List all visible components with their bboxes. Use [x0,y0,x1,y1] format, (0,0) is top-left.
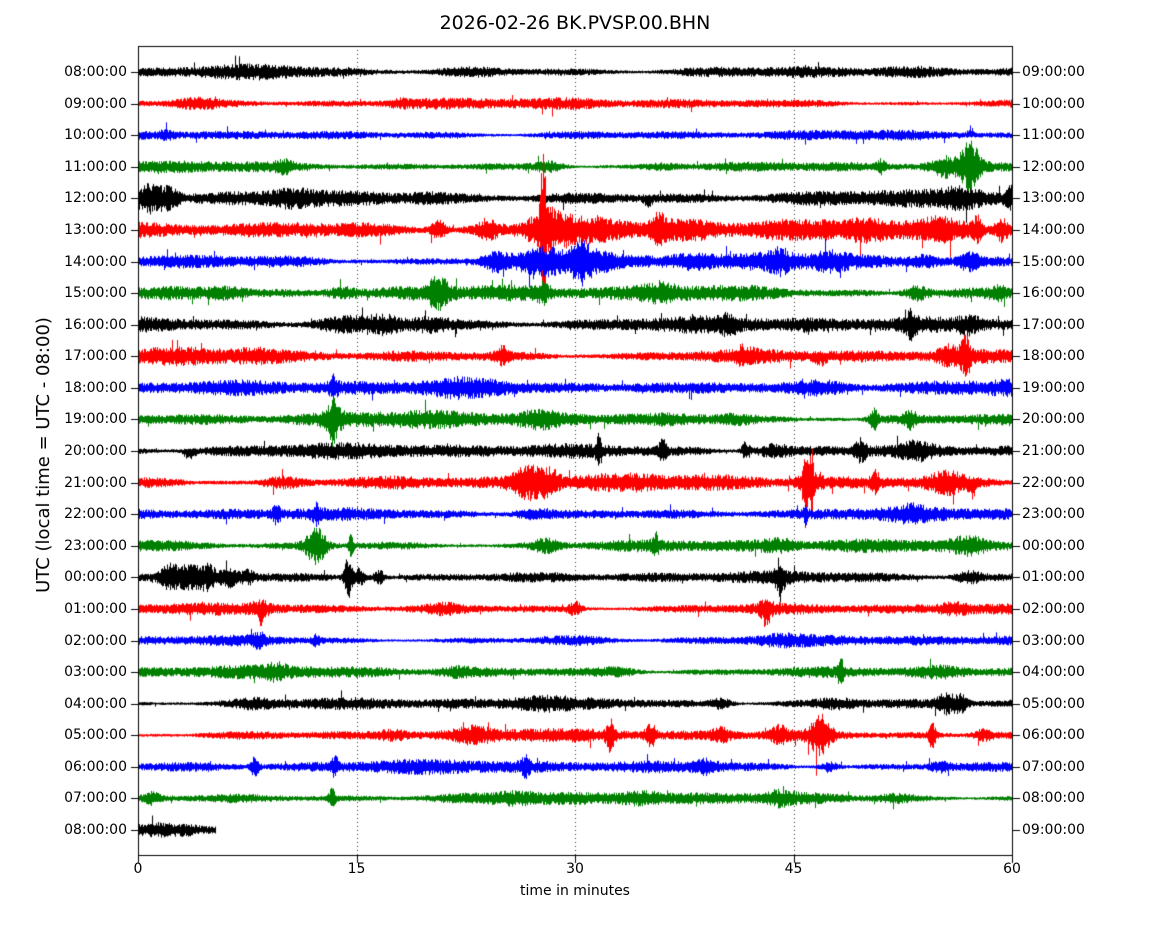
left-time-label-14: 22:00:00 [64,506,127,522]
left-time-label-23: 07:00:00 [64,790,127,806]
right-time-label-1: 10:00:00 [1022,96,1085,112]
left-time-label-21: 05:00:00 [64,727,127,743]
right-time-label-10: 19:00:00 [1022,380,1085,396]
right-time-label-23: 08:00:00 [1022,790,1085,806]
left-time-label-10: 18:00:00 [64,380,127,396]
left-time-label-4: 12:00:00 [64,190,127,206]
right-time-label-0: 09:00:00 [1022,64,1085,80]
right-time-label-17: 02:00:00 [1022,601,1085,617]
right-time-label-7: 16:00:00 [1022,285,1085,301]
left-time-label-1: 09:00:00 [64,96,127,112]
left-time-label-19: 03:00:00 [64,664,127,680]
right-time-label-15: 00:00:00 [1022,538,1085,554]
left-time-label-20: 04:00:00 [64,696,127,712]
right-time-label-9: 18:00:00 [1022,348,1085,364]
right-time-label-3: 12:00:00 [1022,159,1085,175]
right-time-label-4: 13:00:00 [1022,190,1085,206]
left-time-label-17: 01:00:00 [64,601,127,617]
left-time-label-3: 11:00:00 [64,159,127,175]
left-time-label-11: 19:00:00 [64,411,127,427]
left-time-label-22: 06:00:00 [64,759,127,775]
left-time-label-16: 00:00:00 [64,569,127,585]
left-time-label-9: 17:00:00 [64,348,127,364]
left-time-label-18: 02:00:00 [64,633,127,649]
left-time-label-8: 16:00:00 [64,317,127,333]
left-time-label-7: 15:00:00 [64,285,127,301]
right-time-label-5: 14:00:00 [1022,222,1085,238]
left-time-label-15: 23:00:00 [64,538,127,554]
left-time-label-12: 20:00:00 [64,443,127,459]
right-time-label-12: 21:00:00 [1022,443,1085,459]
right-time-label-6: 15:00:00 [1022,254,1085,270]
x-tick-label-1: 15 [347,861,366,877]
right-time-label-13: 22:00:00 [1022,475,1085,491]
right-time-label-16: 01:00:00 [1022,569,1085,585]
left-time-label-2: 10:00:00 [64,127,127,143]
right-time-label-2: 11:00:00 [1022,127,1085,143]
right-time-label-21: 06:00:00 [1022,727,1085,743]
left-time-label-0: 08:00:00 [64,64,127,80]
left-time-label-13: 21:00:00 [64,475,127,491]
x-tick-label-0: 0 [133,861,143,877]
right-time-label-22: 07:00:00 [1022,759,1085,775]
right-time-label-18: 03:00:00 [1022,633,1085,649]
right-time-label-20: 05:00:00 [1022,696,1085,712]
left-time-label-24: 08:00:00 [64,822,127,838]
right-time-label-19: 04:00:00 [1022,664,1085,680]
x-tick-label-3: 45 [784,861,803,877]
x-axis-label: time in minutes [520,883,630,899]
plot-title: 2026-02-26 BK.PVSP.00.BHN [439,12,711,34]
x-tick-label-4: 60 [1003,861,1021,877]
right-time-label-24: 09:00:00 [1022,822,1085,838]
x-tick-label-2: 30 [566,861,584,877]
right-time-label-8: 17:00:00 [1022,317,1085,333]
left-time-label-6: 14:00:00 [64,254,127,270]
right-time-label-14: 23:00:00 [1022,506,1085,522]
left-time-label-5: 13:00:00 [64,222,127,238]
right-time-label-11: 20:00:00 [1022,411,1085,427]
